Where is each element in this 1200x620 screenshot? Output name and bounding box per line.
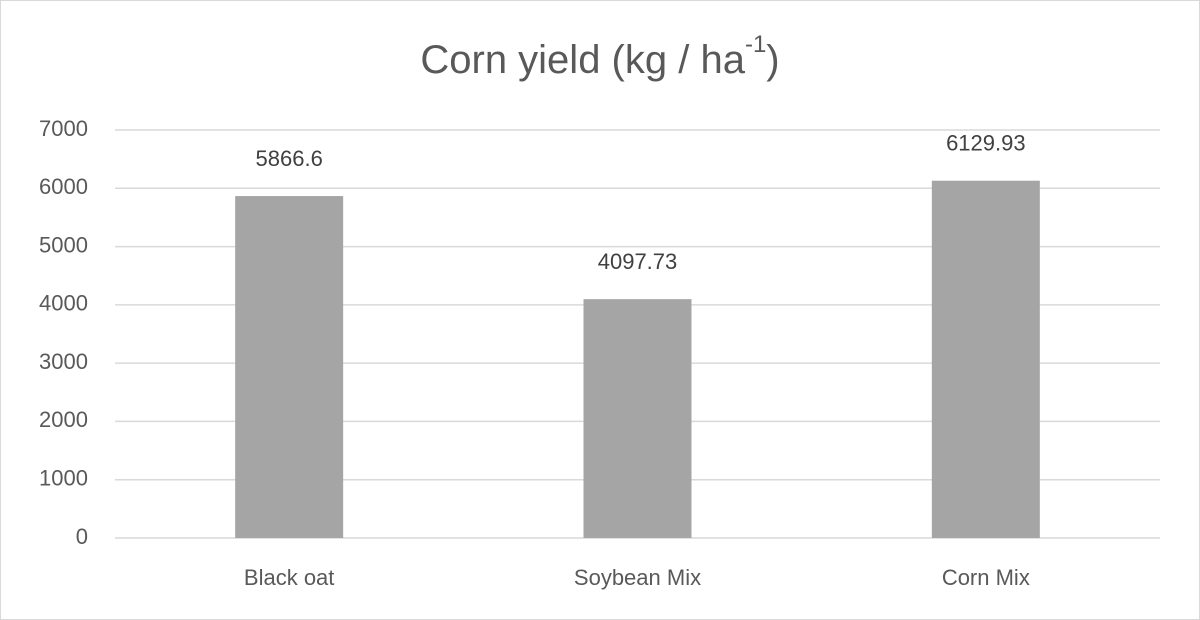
- data-label: 4097.73: [598, 249, 678, 274]
- y-tick-label: 3000: [39, 349, 88, 374]
- x-tick-label: Black oat: [244, 565, 335, 590]
- data-label: 5866.6: [256, 146, 323, 171]
- x-tick-label: Soybean Mix: [574, 565, 701, 590]
- y-tick-label: 6000: [39, 174, 88, 199]
- y-tick-label: 1000: [39, 466, 88, 491]
- y-tick-label: 4000: [39, 291, 88, 316]
- x-tick-label: Corn Mix: [942, 565, 1030, 590]
- y-tick-label: 0: [76, 524, 88, 549]
- data-label: 6129.93: [946, 131, 1026, 156]
- y-tick-label: 7000: [39, 116, 88, 141]
- title-superscript: -1: [745, 31, 766, 58]
- bar: [931, 180, 1040, 538]
- chart-title: Corn yield (kg / ha-1): [420, 31, 779, 81]
- y-tick-label: 5000: [39, 232, 88, 257]
- bar: [235, 196, 344, 538]
- title-main: Corn yield (kg / ha: [420, 38, 745, 82]
- bar: [583, 299, 692, 538]
- y-tick-label: 2000: [39, 407, 88, 432]
- title-suffix: ): [766, 38, 779, 82]
